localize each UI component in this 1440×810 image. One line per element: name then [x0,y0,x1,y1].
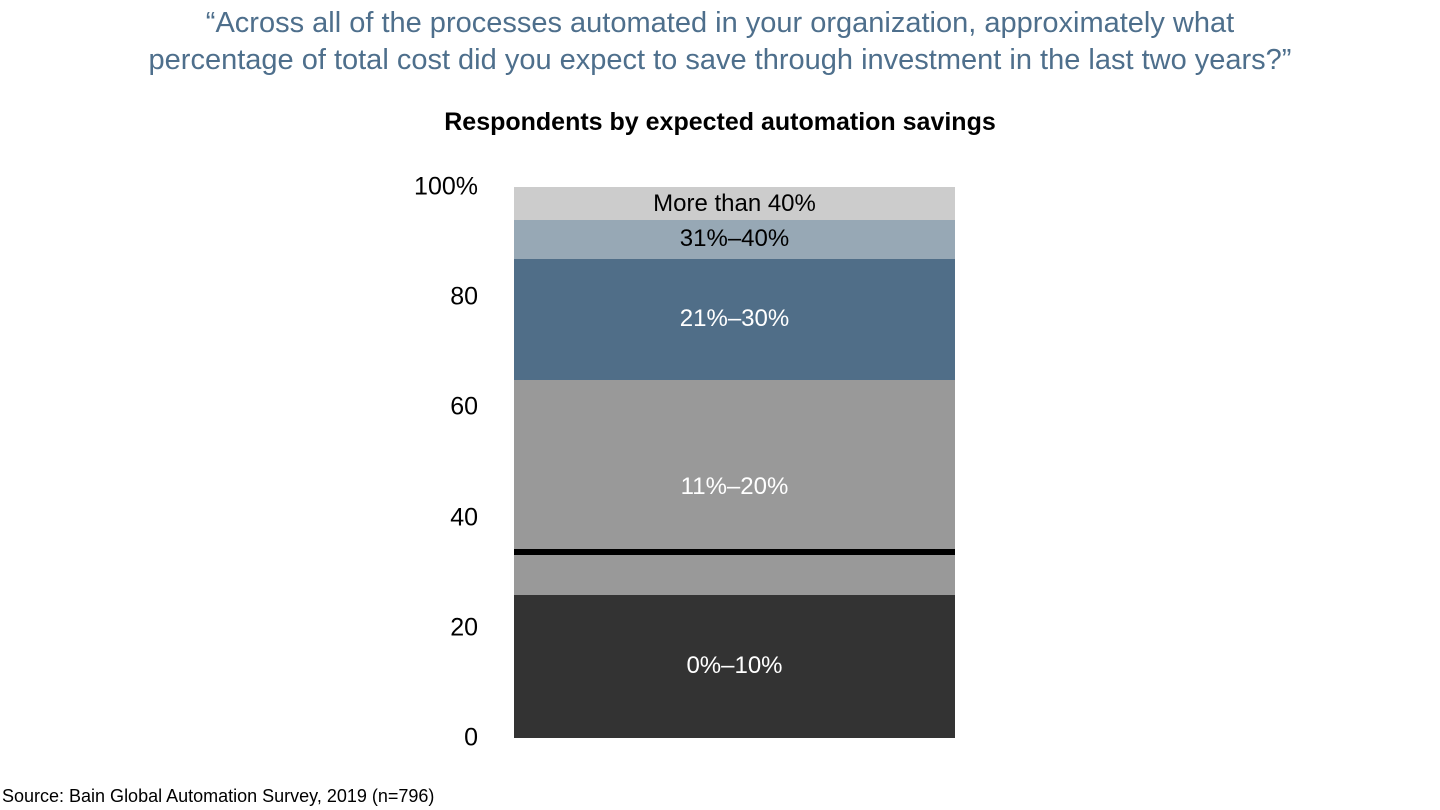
bar-segment: More than 40% [514,187,955,221]
bar-segment-label: 0%–10% [686,652,783,680]
survey-question-line-1: “Across all of the processes automated i… [205,7,1235,39]
bar-segment-label: 31%–40% [679,225,790,253]
y-tick-label: 0 [464,723,478,752]
y-axis: 100% 80 60 40 20 0 [0,173,478,752]
bar-segment: 11%–20% [514,379,955,595]
chart-plot-area: 100% 80 60 40 20 0 More than 40% 31%–40% 21%–30… [0,173,1440,752]
y-tick-label: 80 [450,282,478,311]
source-note: Source: Bain Global Automation Survey, 2… [2,786,435,806]
bar-segment: 21%–30% [514,258,955,380]
x-axis-baseline [514,549,955,555]
bar-segment: 0%–10% [514,594,955,738]
y-tick-label: 60 [450,392,478,421]
y-tick-label: 100% [414,172,478,201]
stacked-bar: More than 40% 31%–40% 21%–30% 11%–20% 0%–10% [514,187,955,738]
bar-segment-label: More than 40% [653,189,816,217]
survey-question: “Across all of the processes automated i… [0,5,1440,79]
bar-segment-label: 21%–30% [679,305,790,333]
bar-segment-label: 11%–20% [680,473,789,501]
survey-question-line-2: percentage of total cost did you expect … [148,44,1292,76]
bar-segment: 31%–40% [514,220,955,259]
y-tick-label: 20 [450,613,478,642]
chart-title: Respondents by expected automation savin… [444,108,996,136]
y-tick-label: 40 [450,503,478,532]
